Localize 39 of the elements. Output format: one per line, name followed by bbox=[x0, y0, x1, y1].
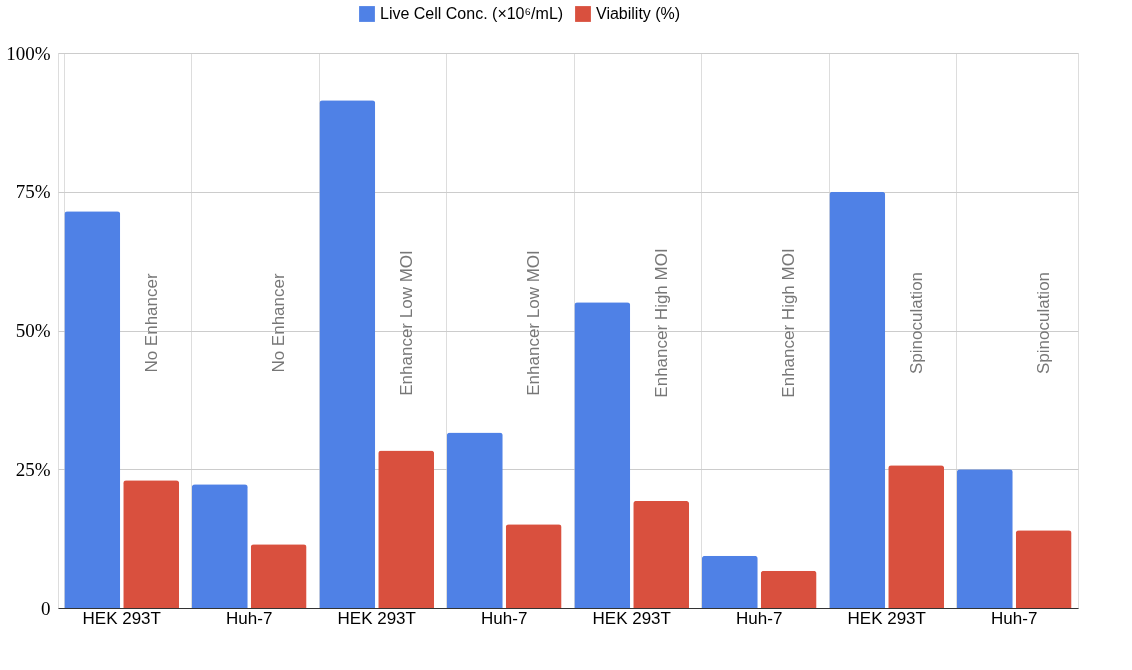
bar bbox=[701, 555, 758, 608]
x-tick-label: Huh-7 bbox=[481, 608, 528, 628]
bar bbox=[191, 484, 248, 608]
y-tick-label: 25% bbox=[15, 458, 51, 480]
y-tick-label: 75% bbox=[15, 181, 51, 203]
bar bbox=[64, 211, 121, 608]
bar bbox=[446, 432, 503, 608]
annotation: Spinoculation bbox=[906, 271, 926, 375]
annotation: Enhancer High MOI bbox=[779, 248, 799, 398]
annotation: No Enhancer bbox=[269, 273, 289, 373]
x-tick-label: HEK 293T bbox=[592, 608, 671, 628]
x-tick-label: Huh-7 bbox=[736, 608, 783, 628]
x-tick-label: HEK 293T bbox=[337, 608, 416, 628]
bar bbox=[123, 480, 180, 608]
x-tick-label: HEK 293T bbox=[847, 608, 926, 628]
y-tick-label: 100% bbox=[6, 42, 51, 64]
x-tick-label: Huh-7 bbox=[226, 608, 273, 628]
annotation: Enhancer High MOI bbox=[651, 248, 671, 398]
bar bbox=[1015, 530, 1072, 608]
bar bbox=[250, 544, 307, 608]
bar bbox=[319, 100, 376, 608]
bar bbox=[888, 465, 945, 608]
bar bbox=[378, 450, 435, 608]
annotation: Enhancer Low MOI bbox=[524, 250, 544, 396]
bar bbox=[829, 191, 886, 608]
legend-label: Live Cell Conc. (×10⁶/mL) bbox=[380, 5, 564, 22]
x-tick-label: Huh-7 bbox=[991, 608, 1038, 628]
annotation: Spinoculation bbox=[1034, 271, 1054, 375]
bar bbox=[574, 302, 631, 608]
bar bbox=[633, 500, 690, 608]
y-tick-label: 50% bbox=[15, 320, 51, 341]
bar bbox=[505, 524, 562, 608]
x-tick-label: HEK 293T bbox=[82, 608, 161, 628]
annotation: No Enhancer bbox=[141, 273, 161, 373]
bar bbox=[760, 570, 817, 608]
annotation: Enhancer Low MOI bbox=[396, 250, 416, 396]
y-tick-label: 0 bbox=[41, 597, 51, 619]
bar bbox=[956, 469, 1013, 608]
legend-label: Viability (%) bbox=[596, 5, 681, 22]
